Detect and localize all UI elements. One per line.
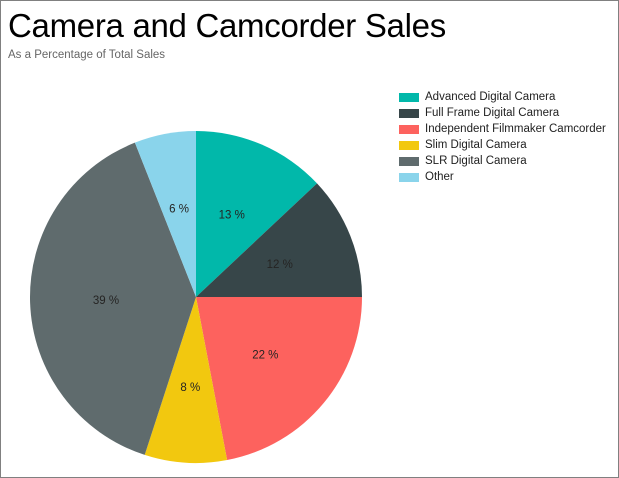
legend-item-slr-digital-camera[interactable]: SLR Digital Camera	[399, 155, 606, 168]
pie-slice-independent-filmmaker-camcorder[interactable]	[196, 297, 362, 461]
legend-item-full-frame-digital-camera[interactable]: Full Frame Digital Camera	[399, 107, 606, 120]
pie-data-label-other: 6 %	[169, 204, 189, 216]
pie-slice-full-frame-digital-camera[interactable]	[196, 183, 362, 297]
pie-slice-advanced-digital-camera[interactable]	[196, 131, 318, 297]
legend-item-other[interactable]: Other	[399, 171, 606, 184]
pie-slice-slr-digital-camera[interactable]	[29, 142, 197, 455]
chart-subtitle: As a Percentage of Total Sales	[8, 49, 166, 62]
pie-slice-other[interactable]	[134, 131, 196, 297]
legend-label-slr-digital-camera: SLR Digital Camera	[425, 155, 527, 167]
legend-swatch-advanced-digital-camera	[399, 93, 419, 102]
pie-data-label-slim-digital-camera: 8 %	[180, 382, 200, 394]
legend-swatch-slr-digital-camera	[399, 157, 419, 166]
legend-label-independent-filmmaker-camcorder: Independent Filmmaker Camcorder	[425, 123, 606, 135]
legend-label-other: Other	[425, 171, 454, 183]
pie-data-label-advanced-digital-camera: 13 %	[219, 209, 245, 221]
pie-data-label-slr-digital-camera: 39 %	[93, 295, 119, 307]
pie-data-label-independent-filmmaker-camcorder: 22 %	[252, 349, 278, 361]
legend-swatch-other	[399, 173, 419, 182]
legend-label-advanced-digital-camera: Advanced Digital Camera	[425, 91, 556, 103]
legend-item-advanced-digital-camera[interactable]: Advanced Digital Camera	[399, 91, 606, 104]
legend-swatch-full-frame-digital-camera	[399, 109, 419, 118]
legend-swatch-independent-filmmaker-camcorder	[399, 125, 419, 134]
pie-slice-slim-digital-camera[interactable]	[144, 297, 228, 464]
pie-data-label-full-frame-digital-camera: 12 %	[267, 259, 293, 271]
chart-header: Camera and Camcorder Sales As a Percenta…	[8, 7, 446, 62]
chart-title: Camera and Camcorder Sales	[8, 7, 446, 44]
legend: Advanced Digital Camera Full Frame Digita…	[399, 91, 606, 187]
legend-label-full-frame-digital-camera: Full Frame Digital Camera	[425, 107, 560, 119]
legend-item-slim-digital-camera[interactable]: Slim Digital Camera	[399, 139, 606, 152]
legend-item-independent-filmmaker-camcorder[interactable]: Independent Filmmaker Camcorder	[399, 123, 606, 136]
legend-label-slim-digital-camera: Slim Digital Camera	[425, 139, 527, 151]
legend-swatch-slim-digital-camera	[399, 141, 419, 150]
